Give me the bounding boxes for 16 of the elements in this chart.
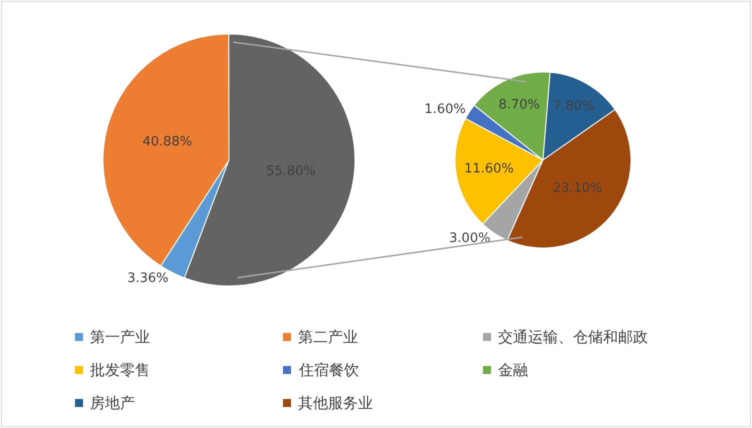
data-label: 1.60%	[424, 102, 466, 117]
legend-label: 第一产业	[90, 328, 150, 346]
data-label: 8.70%	[498, 98, 540, 113]
data-label: 3.36%	[127, 271, 169, 286]
legend-label: 第二产业	[298, 328, 358, 346]
legend-label: 其他服务业	[298, 394, 373, 412]
legend-label: 房地产	[90, 394, 135, 412]
legend-label: 批发零售	[90, 361, 150, 379]
legend-label: 交通运输、仓储和邮政	[498, 328, 648, 346]
data-label: 11.60%	[464, 161, 514, 176]
data-label: 7.80%	[553, 98, 594, 114]
legend-label: 金融	[498, 361, 528, 379]
data-label: 3.00%	[449, 230, 490, 246]
data-label: 23.10%	[552, 180, 602, 196]
data-label: 40.88%	[142, 134, 192, 150]
legend-label: 住宿餐饮	[298, 361, 359, 379]
